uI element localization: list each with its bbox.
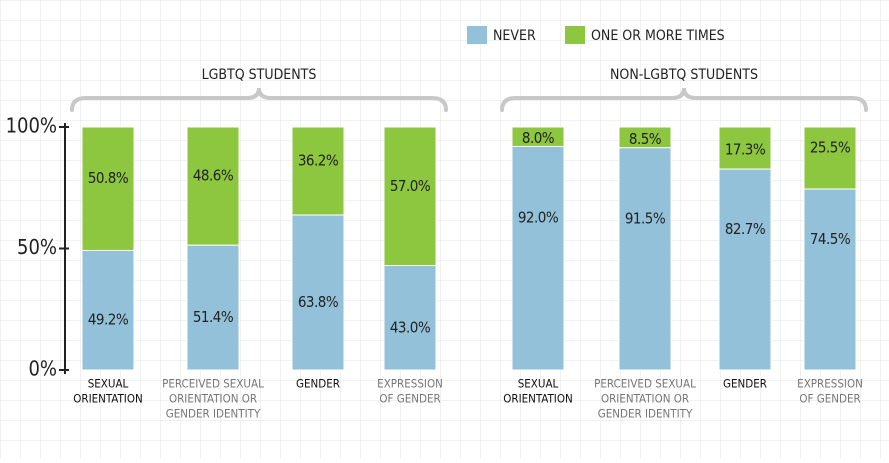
bar-segment <box>618 126 672 149</box>
x-tick-label: ORIENTATION <box>503 392 573 406</box>
group-label: LGBTQ STUDENTS <box>202 67 317 83</box>
bar-segment <box>511 145 565 371</box>
x-tick-label: ORIENTATION OR <box>601 392 689 406</box>
value-label: 74.5% <box>810 230 851 248</box>
group-brace <box>70 87 448 112</box>
value-label: 17.3% <box>725 141 766 159</box>
bar-segment <box>718 168 772 371</box>
value-label: 25.5% <box>810 138 851 156</box>
value-label: 51.4% <box>193 308 234 326</box>
y-tick-label: 100% <box>6 114 57 138</box>
value-label: 43.0% <box>390 318 431 336</box>
value-label: 91.5% <box>625 209 666 227</box>
y-tick-label: 0% <box>28 357 57 381</box>
x-tick-label: PERCEIVED SEXUAL <box>162 377 264 391</box>
bar-segment <box>186 126 240 246</box>
value-label: 8.5% <box>629 130 662 148</box>
value-label: 63.8% <box>298 293 339 311</box>
value-label: 57.0% <box>390 177 431 195</box>
legend-label: ONE OR MORE TIMES <box>591 28 725 44</box>
bar-segment <box>803 126 857 190</box>
bar-segment <box>718 126 772 170</box>
value-label: 36.2% <box>298 151 339 169</box>
x-tick-label: EXPRESSION <box>377 377 443 391</box>
bar-segment <box>291 126 345 216</box>
x-tick-label: ORIENTATION OR <box>169 392 257 406</box>
x-tick-label: OF GENDER <box>799 392 860 406</box>
x-tick-label: PERCEIVED SEXUAL <box>594 377 696 391</box>
x-tick-label: GENDER <box>723 377 767 391</box>
x-tick-label: GENDER IDENTITY <box>166 407 261 421</box>
bar-segment <box>511 126 565 147</box>
value-label: 92.0% <box>518 209 559 227</box>
x-tick-label: SEXUAL <box>518 377 559 391</box>
x-tick-label: OF GENDER <box>379 392 440 406</box>
y-tick-label: 50% <box>17 235 57 259</box>
legend-swatch <box>565 26 585 44</box>
group-brace <box>500 87 868 112</box>
bar-segment <box>383 265 437 371</box>
x-tick-label: EXPRESSION <box>797 377 863 391</box>
x-tick-label: ORIENTATION <box>73 392 143 406</box>
bar-segment <box>803 188 857 371</box>
bar-segment <box>291 214 345 371</box>
bar-segment <box>186 244 240 371</box>
value-label: 48.6% <box>193 167 234 185</box>
bar-segment <box>81 126 135 251</box>
bar-segment <box>618 147 672 371</box>
x-tick-label: GENDER <box>296 377 340 391</box>
legend-label: NEVER <box>493 28 536 44</box>
value-label: 82.7% <box>725 220 766 238</box>
value-label: 8.0% <box>522 129 555 147</box>
x-tick-label: SEXUAL <box>88 377 129 391</box>
x-tick-label: GENDER IDENTITY <box>598 407 693 421</box>
bar-segment <box>383 126 437 267</box>
value-label: 49.2% <box>88 311 129 329</box>
bar-segment <box>81 249 135 371</box>
legend-swatch <box>467 26 487 44</box>
group-label: NON-LGBTQ STUDENTS <box>610 67 758 83</box>
value-label: 50.8% <box>88 169 129 187</box>
